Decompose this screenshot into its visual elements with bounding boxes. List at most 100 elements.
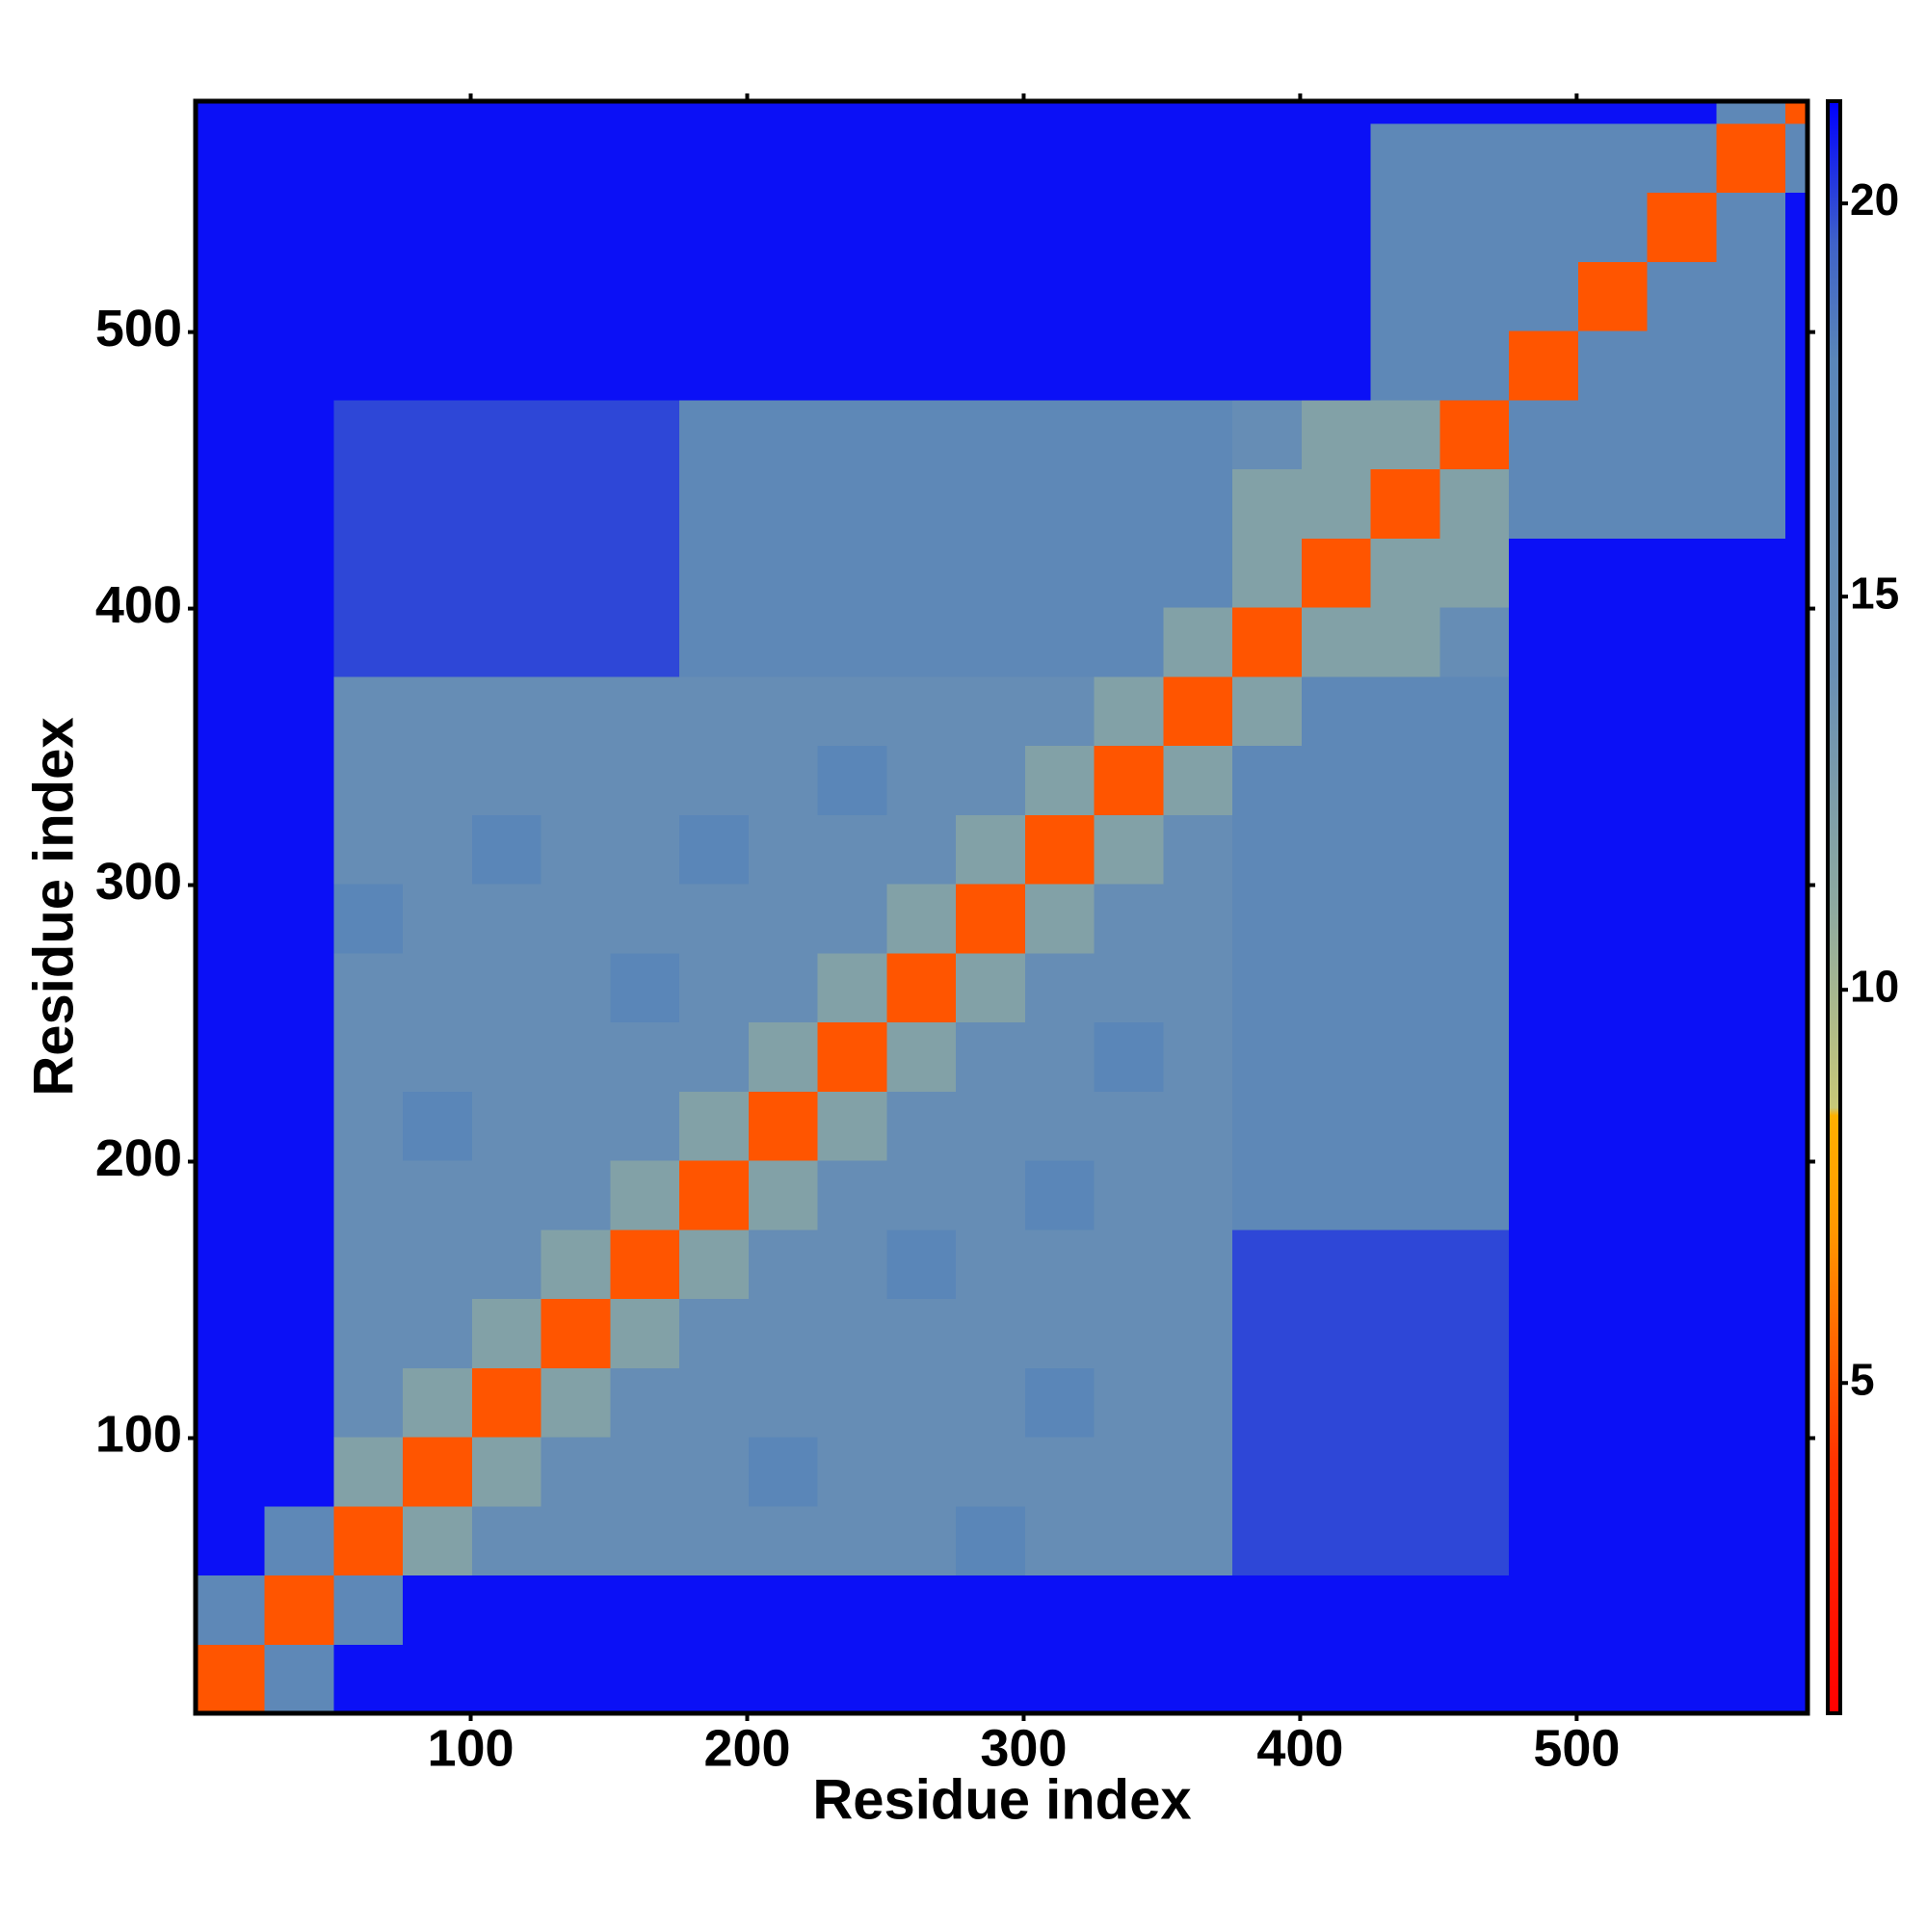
heatmap-cell <box>610 261 680 331</box>
y-tick-label: 500 <box>95 300 182 357</box>
heatmap-cell <box>886 1575 957 1645</box>
heatmap-cell <box>471 884 542 954</box>
heatmap-cell <box>1785 1229 1808 1300</box>
heatmap-cell <box>956 399 1026 470</box>
heatmap-cell <box>1232 1021 1303 1092</box>
heatmap-cell <box>1232 1644 1303 1714</box>
heatmap-cell <box>333 1021 404 1092</box>
heatmap-cell <box>1024 192 1095 262</box>
heatmap-cell <box>471 1229 542 1300</box>
heatmap-cell <box>1370 952 1440 1023</box>
heatmap-cell <box>1785 884 1808 954</box>
heatmap-cell <box>956 1575 1026 1645</box>
heatmap-cell <box>264 952 334 1023</box>
heatmap-cell <box>333 192 404 262</box>
heatmap-cell <box>403 1644 473 1714</box>
heatmap-cell <box>1163 952 1233 1023</box>
heatmap-cell <box>817 261 887 331</box>
heatmap-cell <box>471 399 542 470</box>
heatmap-cell <box>1647 814 1717 885</box>
heatmap-cell <box>817 1437 887 1507</box>
heatmap-cell <box>333 1644 404 1714</box>
heatmap-cell <box>610 1160 680 1231</box>
heatmap-cell <box>1094 1644 1164 1714</box>
heatmap-cell <box>748 1437 819 1507</box>
heatmap-cell <box>1370 1575 1440 1645</box>
heatmap-cell <box>333 884 404 954</box>
heatmap-cell <box>471 538 542 608</box>
heatmap-cell <box>1439 607 1510 677</box>
heatmap-cell <box>1094 952 1164 1023</box>
heatmap-cell <box>196 1229 266 1300</box>
heatmap-cell <box>956 1367 1026 1438</box>
heatmap-cell <box>886 1091 957 1161</box>
heatmap-cell <box>1647 261 1717 331</box>
heatmap-cell <box>956 952 1026 1023</box>
heatmap-cell <box>610 1575 680 1645</box>
heatmap-cell <box>1094 1229 1164 1300</box>
heatmap-cell <box>817 1644 887 1714</box>
heatmap-cell <box>748 814 819 885</box>
heatmap-cell <box>1370 1437 1440 1507</box>
heatmap-cell <box>1370 538 1440 608</box>
heatmap-cell <box>1370 607 1440 677</box>
heatmap-cell <box>610 1298 680 1368</box>
heatmap-cell <box>610 675 680 747</box>
heatmap-cell <box>471 101 542 124</box>
heatmap-cell <box>886 814 957 885</box>
colorbar <box>1826 99 1842 1715</box>
heatmap-cell <box>748 952 819 1023</box>
heatmap-cell <box>1785 331 1808 401</box>
heatmap-cell <box>1301 1505 1372 1576</box>
heatmap-cell <box>471 607 542 677</box>
heatmap-cell <box>1370 122 1440 194</box>
heatmap-cell <box>264 192 334 262</box>
heatmap-cell <box>1301 1437 1372 1507</box>
heatmap-cell <box>610 399 680 470</box>
heatmap-cell <box>541 192 611 262</box>
heatmap-cell <box>610 192 680 262</box>
heatmap-cell <box>1577 538 1649 608</box>
heatmap-cell <box>1163 1505 1233 1576</box>
heatmap-cell <box>541 1160 611 1231</box>
heatmap-cell <box>1785 952 1808 1023</box>
heatmap-cell <box>610 1091 680 1161</box>
heatmap-cell <box>1509 331 1579 401</box>
heatmap-cell <box>541 1021 611 1092</box>
heatmap-cell <box>471 675 542 747</box>
heatmap-cell <box>403 1367 473 1438</box>
heatmap-cell <box>610 331 680 401</box>
heatmap-cell <box>541 675 611 747</box>
heatmap-cell <box>1094 261 1164 331</box>
heatmap-cell <box>1301 101 1372 124</box>
heatmap-cell <box>1232 814 1303 885</box>
heatmap-cell <box>956 1505 1026 1576</box>
heatmap-cell <box>1439 1505 1510 1576</box>
heatmap-cell <box>403 1437 473 1507</box>
y-tick-label: 200 <box>95 1129 182 1187</box>
heatmap-cell <box>1716 675 1786 747</box>
heatmap-cell <box>817 1505 887 1576</box>
heatmap-cell <box>1647 1367 1717 1438</box>
heatmap-cell <box>403 122 473 194</box>
heatmap-cell <box>1024 1229 1095 1300</box>
heatmap-cell <box>1509 101 1579 124</box>
heatmap-cell <box>471 192 542 262</box>
heatmap-cell <box>1301 1021 1372 1092</box>
heatmap-cell <box>1785 261 1808 331</box>
heatmap-cell <box>679 1437 750 1507</box>
heatmap-cell <box>748 884 819 954</box>
heatmap-cell <box>1024 1575 1095 1645</box>
heatmap-cell <box>1370 101 1440 124</box>
heatmap-cell <box>748 1091 819 1161</box>
heatmap-cell <box>1163 538 1233 608</box>
heatmap-cell <box>956 814 1026 885</box>
heatmap-cell <box>471 1021 542 1092</box>
heatmap-cell <box>1716 1644 1786 1714</box>
heatmap-cell <box>471 1091 542 1161</box>
heatmap-cell <box>679 1298 750 1368</box>
heatmap-cell <box>817 675 887 747</box>
heatmap-cell <box>1163 1644 1233 1714</box>
heatmap-cell <box>1370 468 1440 539</box>
heatmap-cell <box>817 399 887 470</box>
